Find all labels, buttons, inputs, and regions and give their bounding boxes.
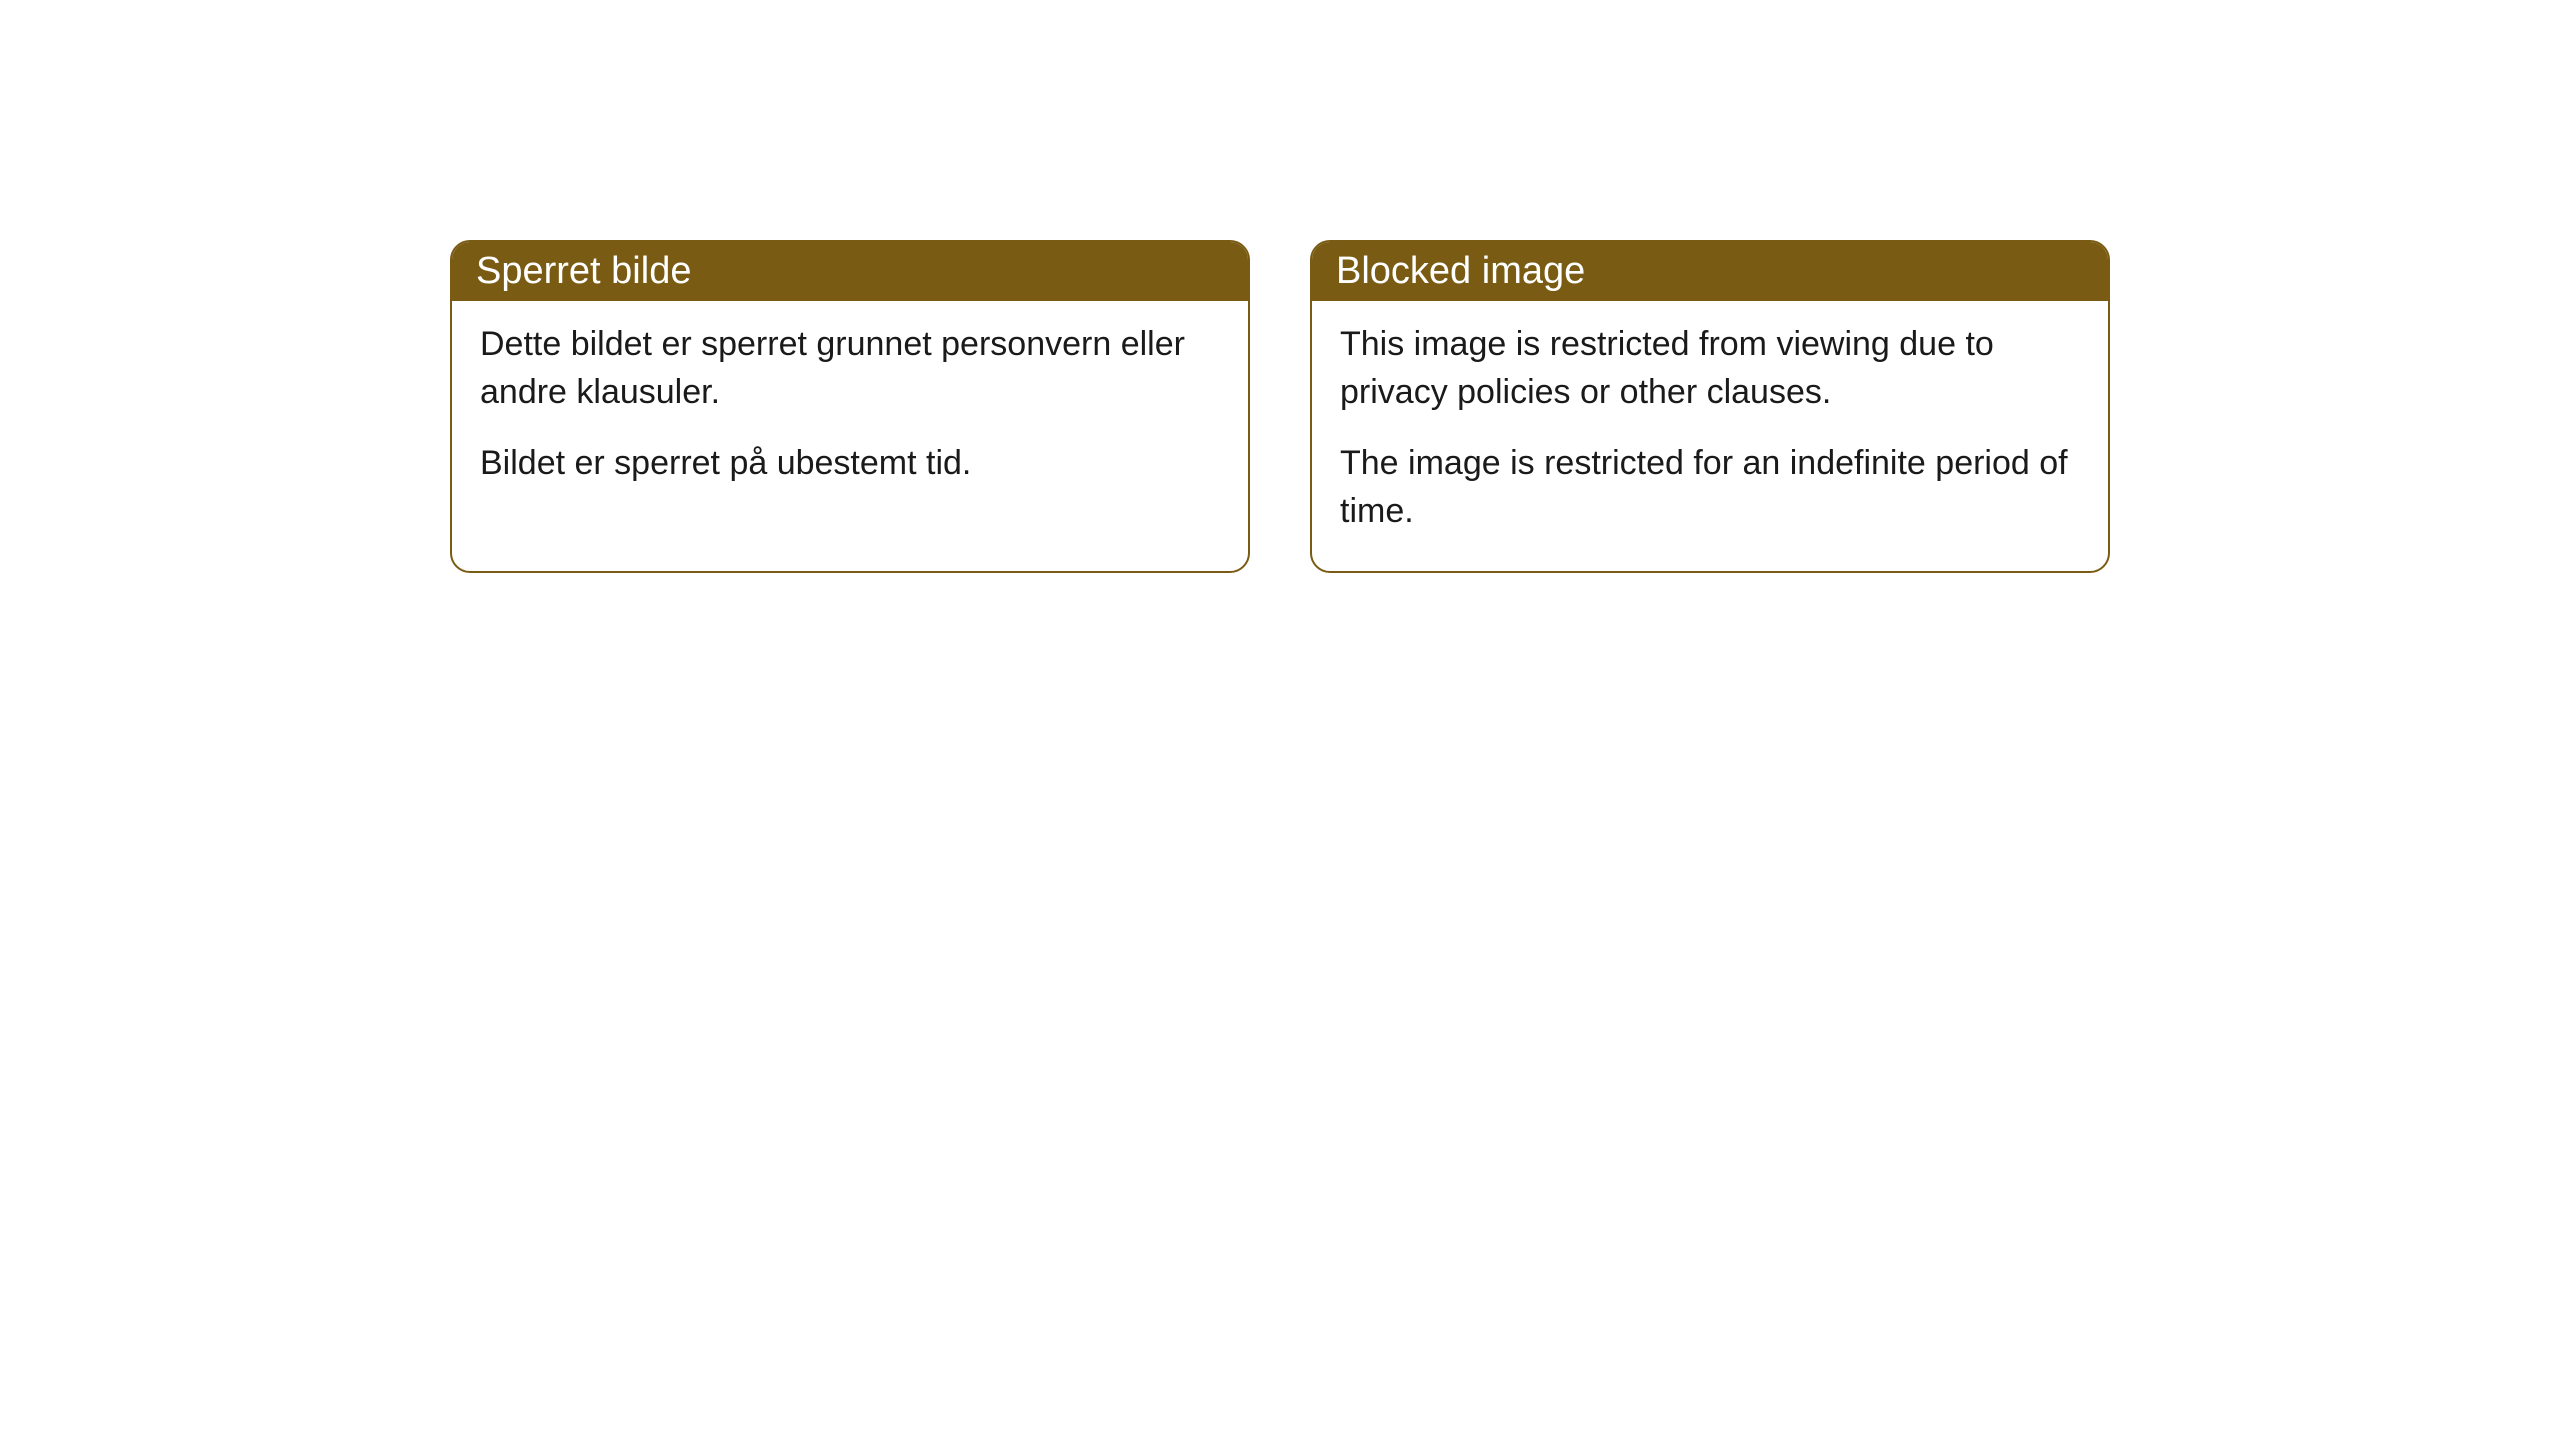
card-body-english: This image is restricted from viewing du…: [1312, 301, 2108, 571]
card-header-norwegian: Sperret bilde: [452, 242, 1248, 301]
card-paragraph: The image is restricted for an indefinit…: [1340, 440, 2080, 535]
blocked-image-card-norwegian: Sperret bilde Dette bildet er sperret gr…: [450, 240, 1250, 573]
card-paragraph: Dette bildet er sperret grunnet personve…: [480, 321, 1220, 416]
card-paragraph: Bildet er sperret på ubestemt tid.: [480, 440, 1220, 488]
card-title: Blocked image: [1336, 250, 1585, 292]
notice-container: Sperret bilde Dette bildet er sperret gr…: [0, 0, 2560, 573]
card-header-english: Blocked image: [1312, 242, 2108, 301]
blocked-image-card-english: Blocked image This image is restricted f…: [1310, 240, 2110, 573]
card-body-norwegian: Dette bildet er sperret grunnet personve…: [452, 301, 1248, 524]
card-title: Sperret bilde: [476, 250, 691, 292]
card-paragraph: This image is restricted from viewing du…: [1340, 321, 2080, 416]
